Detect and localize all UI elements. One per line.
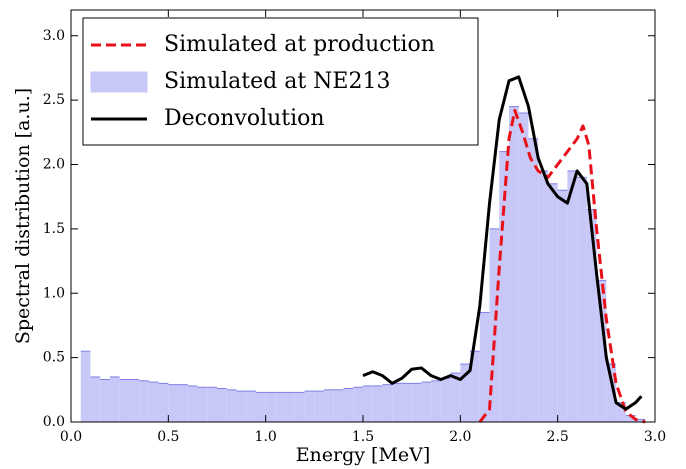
legend-label: Deconvolution <box>164 106 325 131</box>
histogram-bar <box>226 389 237 422</box>
histogram-bar <box>635 419 646 422</box>
legend-label: Simulated at production <box>164 32 435 57</box>
histogram-bar <box>518 113 529 422</box>
histogram-bar <box>314 391 325 422</box>
x-tick-label: 1.5 <box>352 429 374 445</box>
y-axis-label: Spectral distribution [a.u.] <box>12 88 34 344</box>
histogram-bar <box>363 385 373 422</box>
histogram-bar <box>333 389 344 422</box>
y-tick-label: 0.0 <box>43 414 65 430</box>
x-tick-label: 0.5 <box>157 429 179 445</box>
histogram-bar <box>372 385 383 422</box>
histogram-bar <box>236 391 247 422</box>
histogram-bar <box>440 378 451 422</box>
histogram-bar <box>139 380 149 422</box>
histogram-bar <box>294 392 305 422</box>
data-line <box>478 108 646 424</box>
histogram-bar <box>528 138 539 422</box>
histogram-bar <box>246 391 256 422</box>
x-tick-label: 1.0 <box>255 429 277 445</box>
histogram-bar <box>567 170 578 422</box>
data-line <box>362 75 643 411</box>
histogram-bar <box>217 388 227 422</box>
histogram-bar <box>421 382 432 422</box>
histogram-bar <box>80 351 91 422</box>
histogram-bar <box>255 392 266 422</box>
histogram-bar <box>538 170 548 422</box>
histogram-bar <box>411 383 422 422</box>
y-tick-label: 1.5 <box>43 221 65 237</box>
histogram-bar <box>275 392 286 422</box>
histogram-bar <box>382 384 393 422</box>
histogram-bar <box>265 392 276 422</box>
y-tick-label: 2.5 <box>43 92 65 108</box>
histogram-bar <box>109 376 120 422</box>
x-tick-label: 2.0 <box>449 429 471 445</box>
histogram-bar <box>90 376 101 422</box>
histogram-bar <box>158 383 169 422</box>
histogram-bar <box>304 391 315 422</box>
histogram-bar <box>450 373 461 422</box>
legend: Simulated at production Simulated at NE21… <box>82 17 479 146</box>
histogram-bar <box>586 209 597 422</box>
histogram-bar <box>285 392 295 422</box>
legend-label: Simulated at NE213 <box>164 69 390 94</box>
histogram-bar <box>207 387 217 422</box>
x-tick-label: 2.5 <box>547 429 569 445</box>
histogram-bar <box>100 379 110 422</box>
histogram-bar <box>178 384 188 422</box>
histogram-bar <box>187 385 198 422</box>
histogram-bar <box>616 402 626 422</box>
x-tick-label: 0.0 <box>60 429 82 445</box>
histogram-bar <box>499 151 509 422</box>
histogram-bar <box>479 312 490 422</box>
histogram-bar <box>596 280 607 422</box>
histogram-bar <box>431 380 441 422</box>
histogram-bar <box>509 106 519 422</box>
histogram-bar <box>148 382 159 422</box>
histogram-bar <box>119 379 130 422</box>
y-tick-label: 2.0 <box>43 157 65 173</box>
histogram-bar <box>547 183 558 422</box>
histogram-bar <box>392 383 402 422</box>
histogram-bar <box>577 177 587 422</box>
x-axis-label: Energy [MeV] <box>296 444 431 466</box>
histogram-bar <box>353 387 363 422</box>
histogram-bar <box>470 351 480 422</box>
y-tick-label: 3.0 <box>43 28 65 44</box>
y-tick-label: 1.0 <box>43 285 65 301</box>
y-tick-label: 0.5 <box>43 350 65 366</box>
histogram-bar <box>606 364 617 422</box>
histogram-bar <box>625 415 636 422</box>
plot-area <box>80 75 646 424</box>
histogram-bar <box>343 388 354 422</box>
histogram-bar <box>129 379 140 422</box>
x-tick-label: 3.0 <box>644 429 666 445</box>
histogram-bar <box>197 387 208 422</box>
histogram-bar <box>557 190 568 422</box>
histogram-bar <box>168 384 179 422</box>
legend-box <box>82 17 479 146</box>
legend-key <box>90 71 148 93</box>
histogram-bar <box>324 389 334 422</box>
histogram-bar <box>460 364 471 422</box>
histogram-bar <box>401 383 412 422</box>
